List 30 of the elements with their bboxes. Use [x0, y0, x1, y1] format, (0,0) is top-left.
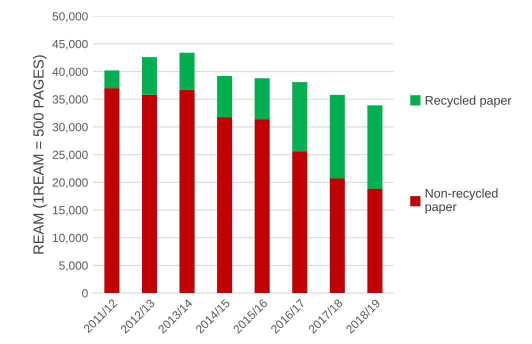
bar: [292, 82, 308, 152]
y-tick-label: 50,000: [52, 12, 88, 22]
bar: [142, 94, 157, 294]
y-tick-label: 30,000: [52, 122, 88, 133]
y-tick-label: 35,000: [52, 95, 88, 106]
bar: [330, 178, 345, 294]
bar: [367, 105, 382, 189]
bar: [367, 188, 382, 294]
bar: [104, 70, 120, 88]
y-tick-label: 15,000: [53, 206, 88, 216]
y-tick-label: 45,000: [52, 40, 88, 50]
bar: [330, 94, 345, 178]
bar: [142, 57, 157, 95]
y-tick-label: 20,000: [52, 178, 88, 188]
bar: [217, 76, 232, 118]
legend-label: Non-recycled paper: [426, 188, 498, 214]
y-tick-label: 25,000: [52, 150, 88, 160]
bar: [254, 78, 270, 120]
bar: [217, 118, 232, 294]
bar: [180, 52, 195, 90]
y-tick-label: 10,000: [53, 234, 88, 244]
y-axis-title: REAM (1REAM = 500 PAGES): [32, 55, 47, 254]
y-tick-label: 0: [82, 289, 88, 298]
y-tick-label: 5,000: [59, 261, 88, 272]
bar: [254, 119, 270, 294]
legend-label: Recycled paper: [426, 96, 512, 108]
bar: [292, 151, 308, 294]
bar: [180, 90, 195, 294]
y-tick-label: 40,000: [52, 68, 88, 78]
bar: [104, 88, 120, 294]
